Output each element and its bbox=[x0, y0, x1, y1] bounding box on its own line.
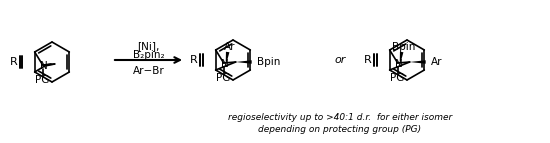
Text: R: R bbox=[190, 55, 198, 65]
Text: Bpin: Bpin bbox=[392, 42, 415, 52]
Polygon shape bbox=[226, 52, 229, 66]
Text: N: N bbox=[40, 61, 47, 71]
Polygon shape bbox=[400, 52, 403, 66]
Text: or: or bbox=[334, 55, 346, 65]
Text: N: N bbox=[395, 59, 403, 69]
Text: R: R bbox=[10, 57, 18, 67]
Text: Ar−Br: Ar−Br bbox=[133, 66, 164, 76]
Text: R: R bbox=[364, 55, 372, 65]
Text: B₂pin₂: B₂pin₂ bbox=[133, 50, 164, 60]
Polygon shape bbox=[236, 60, 252, 64]
Text: Ar: Ar bbox=[224, 42, 235, 52]
Text: PG: PG bbox=[36, 75, 50, 85]
Text: Bpin: Bpin bbox=[257, 57, 280, 67]
Text: Ar: Ar bbox=[431, 57, 442, 67]
Text: [Ni],: [Ni], bbox=[138, 41, 160, 51]
Polygon shape bbox=[410, 60, 426, 64]
Text: PG: PG bbox=[217, 73, 231, 83]
Text: regioselectivity up to >40:1 d.r.  for either isomer: regioselectivity up to >40:1 d.r. for ei… bbox=[228, 114, 452, 123]
Text: depending on protecting group (PG): depending on protecting group (PG) bbox=[258, 126, 421, 135]
Text: N: N bbox=[221, 59, 229, 69]
Text: PG: PG bbox=[390, 73, 405, 83]
